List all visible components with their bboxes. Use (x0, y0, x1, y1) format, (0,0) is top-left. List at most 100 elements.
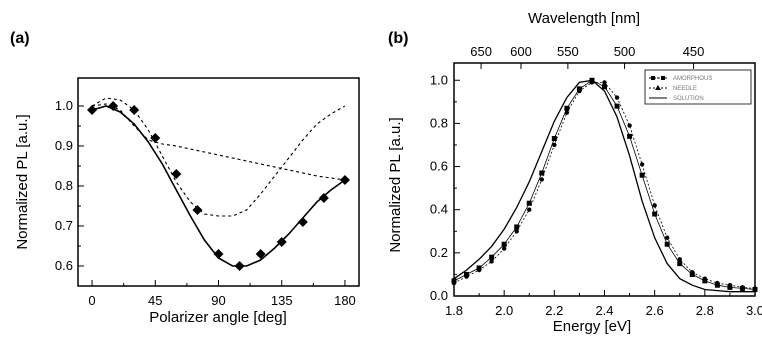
panel-a-data-point (129, 105, 140, 115)
legend-marker-square (661, 76, 665, 80)
panel-a-data-point (339, 175, 350, 185)
panel-b-point-needle (527, 207, 532, 212)
panel-b-point-needle (627, 123, 632, 128)
panel-b-y-tick-label: 0.4 (430, 202, 448, 217)
legend-entry-label: SOLUTION (673, 96, 704, 102)
panel-b-point-needle (715, 280, 720, 286)
panel-b-x-tick-label: 1.8 (445, 303, 463, 318)
panel-a-y-tick-label: 0.7 (55, 218, 73, 233)
panel-b-x-axis-title: Energy [eV] (553, 318, 631, 335)
panel-b-point-needle (665, 235, 670, 240)
panel-b-y-tick-label: 0.8 (430, 115, 448, 130)
legend-marker-square (651, 76, 655, 80)
panel-a-y-tick-label: 0.8 (55, 178, 73, 193)
panel-b-y-tick-label: 1.0 (430, 72, 448, 87)
panel-b-line-amorphous (453, 79, 756, 290)
panel-b-point-needle (677, 257, 682, 262)
panel-a-label: (a) (10, 30, 30, 47)
panel-b-top-tick-label: 650 (470, 44, 492, 59)
panel-a-data-point (297, 217, 308, 227)
legend-entry-label: NEEDLE (673, 86, 697, 92)
panel-b-point-needle (740, 285, 745, 290)
legend-marker-triangle (655, 85, 661, 90)
panel-b-y-tick-label: 0.2 (430, 245, 448, 260)
panel-a-x-ticks: 0 45 90 135 180 (88, 280, 356, 308)
panel-b-point-needle (602, 80, 607, 85)
panel-b-x-tick-label: 2.8 (696, 303, 714, 318)
panel-b-point-amorphous (526, 200, 532, 206)
panel-b-point-amorphous (551, 136, 557, 142)
panel-a-x-tick-label: 90 (211, 293, 225, 308)
panel-a-x-tick-label: 180 (334, 293, 356, 308)
panel-b-x-ticks: 1.8 2.0 2.2 2.4 2.6 2.8 3.0 (445, 290, 762, 318)
panel-a-plot: (a) 0.6 0.7 0.8 0.9 1.0 0 45 90 135 180 Normaliz… (10, 30, 360, 326)
panel-a-curve-1 (91, 105, 346, 267)
panel-b-line-solution (453, 79, 755, 293)
panel-b-top-axis-title: Wavelength [nm] (528, 10, 640, 27)
panel-a-curve-2 (91, 97, 346, 217)
panel-b-top-tick-label: 500 (614, 44, 636, 59)
panel-b-point-needle (501, 246, 507, 251)
panel-b-point-amorphous (539, 170, 545, 176)
panel-b-point-amorphous (564, 105, 570, 111)
panel-b-point-needle (702, 276, 708, 281)
panel-b-point-needle (552, 142, 557, 148)
panel-b-series (451, 77, 758, 293)
panel-b-point-needle (727, 283, 733, 288)
panel-b-point-needle (639, 162, 645, 167)
panel-b-x-tick-label: 3.0 (746, 303, 762, 318)
panel-a-data-point (192, 205, 203, 215)
panel-b-top-ticks: 650 600 550 500 450 (470, 44, 704, 69)
panel-b-point-needle (464, 274, 469, 279)
panel-a-data-point (150, 133, 161, 143)
panel-a-y-tick-label: 0.9 (55, 138, 73, 153)
panel-b-x-tick-label: 2.0 (495, 303, 513, 318)
panel-a-y-tick-label: 1.0 (55, 98, 73, 113)
panel-a-x-tick-label: 0 (88, 293, 95, 308)
panel-b-line-needle (453, 82, 756, 289)
panel-b-point-needle (652, 203, 657, 208)
panel-b-point-amorphous (514, 224, 520, 230)
panel-b-point-amorphous (639, 172, 645, 178)
panel-b-point-amorphous (652, 211, 658, 217)
panel-b-point-needle (564, 110, 570, 115)
panel-b-point-amorphous (664, 241, 670, 247)
panel-b-point-amorphous (602, 84, 607, 90)
panel-a-series (87, 97, 350, 271)
panel-b-point-needle (514, 229, 519, 234)
panel-b-label: (b) (388, 30, 408, 47)
panel-a-x-axis-title: Polarizer angle [deg] (149, 309, 287, 326)
panel-a-y-tick-label: 0.6 (55, 258, 73, 273)
panel-b-point-needle (489, 259, 494, 264)
panel-b-plot: (b) 0.0 0.2 0.4 0.6 0.8 1.0 1.8 2.0 2.2 2.4 2.6 2.… (387, 10, 762, 335)
panel-b-top-tick-label: 450 (683, 44, 705, 59)
panel-b-x-tick-label: 2.2 (545, 303, 563, 318)
panel-b-point-amorphous (614, 103, 620, 109)
panel-b-x-tick-label: 2.4 (595, 303, 613, 318)
panel-a-y-axis-title: Normalized PL [a.u.] (14, 114, 31, 249)
panel-b-y-tick-label: 0.0 (430, 288, 448, 303)
panel-b-top-tick-label: 550 (557, 44, 579, 59)
panel-b-point-amorphous (489, 254, 495, 260)
panel-a-data-point (213, 249, 224, 259)
panel-b-point-needle (752, 286, 758, 291)
panel-b-x-tick-label: 2.6 (646, 303, 664, 318)
panel-b-point-amorphous (501, 241, 507, 247)
legend-entry-label: AMORPHOUS (673, 76, 712, 82)
panel-b-y-axis-title: Normalized PL [a.u.] (387, 117, 404, 252)
panel-b-point-needle (451, 280, 457, 286)
panel-a-data-point (171, 169, 182, 179)
panel-a-x-tick-label: 135 (271, 293, 293, 308)
panel-b-top-tick-label: 600 (510, 44, 532, 59)
panel-b-y-ticks: 0.0 0.2 0.4 0.6 0.8 1.0 (430, 72, 460, 303)
panel-b-y-tick-label: 0.6 (430, 159, 448, 174)
panel-a-data-point (255, 249, 266, 259)
panel-b-legend: AMORPHOUS NEEDLE SOLUTION (644, 69, 752, 105)
panel-a-y-ticks: 0.6 0.7 0.8 0.9 1.0 (55, 98, 84, 273)
panel-a-data-point (318, 193, 329, 203)
panel-b-point-needle (690, 270, 695, 275)
panel-b-point-amorphous (677, 261, 683, 267)
panel-a-curve-3 (91, 103, 345, 181)
panel-a-x-tick-label: 45 (148, 293, 162, 308)
